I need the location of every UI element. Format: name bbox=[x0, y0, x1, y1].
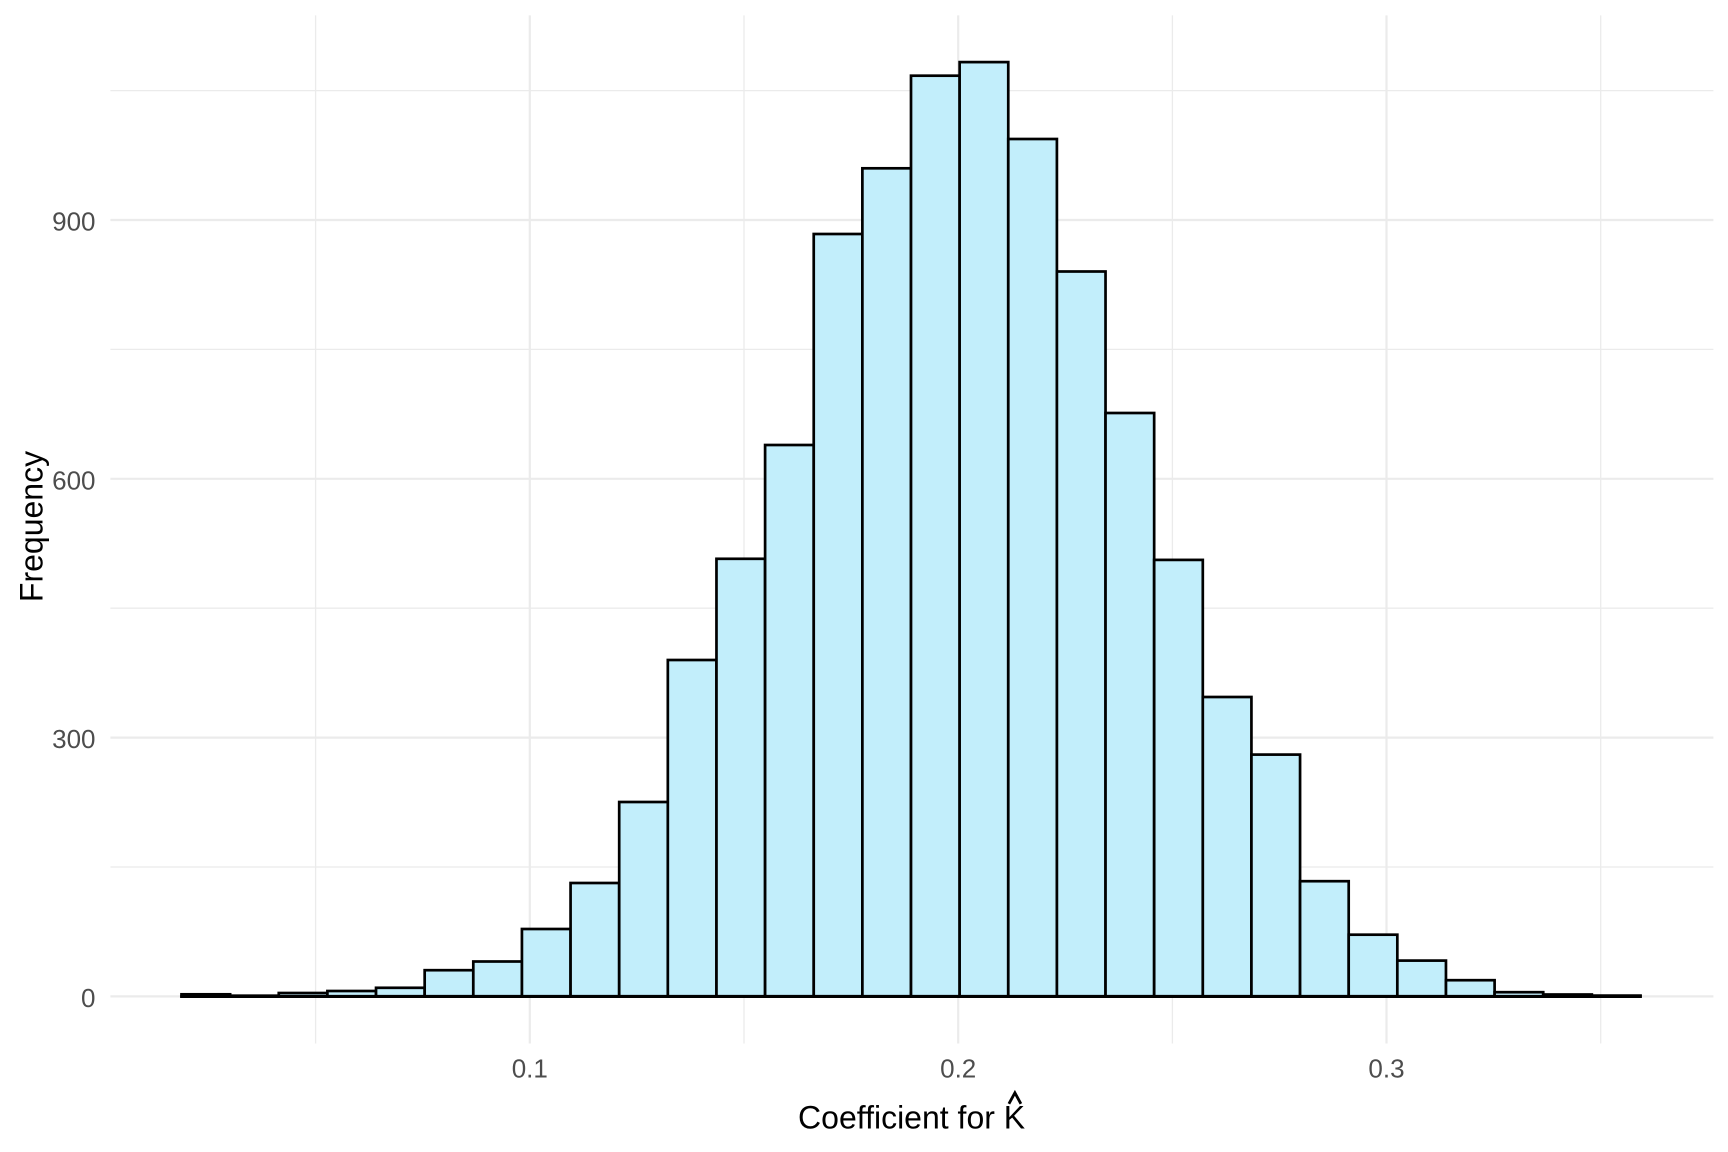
svg-text:0.1: 0.1 bbox=[512, 1054, 548, 1084]
svg-text:300: 300 bbox=[52, 724, 95, 754]
svg-text:0.2: 0.2 bbox=[940, 1054, 976, 1084]
svg-text:600: 600 bbox=[52, 465, 95, 495]
svg-text:0: 0 bbox=[81, 983, 95, 1013]
svg-text:Frequency: Frequency bbox=[14, 451, 50, 602]
svg-text:900: 900 bbox=[52, 207, 95, 237]
svg-text:Coefficient for K: Coefficient for K bbox=[798, 1100, 1025, 1136]
svg-text:0.3: 0.3 bbox=[1368, 1054, 1404, 1084]
